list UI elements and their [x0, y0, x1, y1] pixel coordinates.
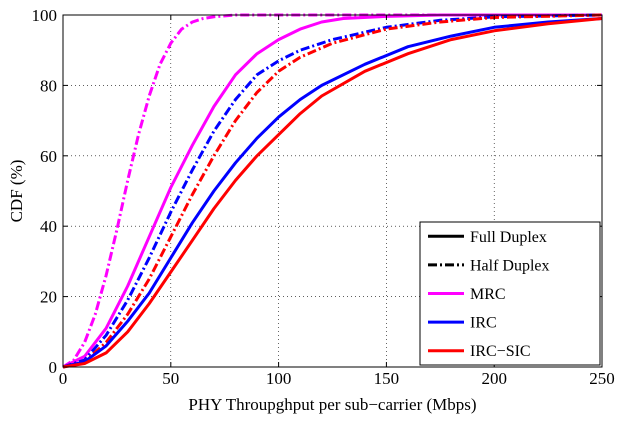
y-tick-label: 100	[32, 6, 58, 25]
series-line-irc-sic-hd	[62, 13, 603, 369]
y-axis-label: CDF (%)	[7, 160, 26, 223]
x-axis-label: PHY Throupghput per sub−carrier (Mbps)	[188, 395, 476, 414]
x-tick-label: 0	[59, 369, 68, 388]
series-line-irc-sic-fd	[62, 17, 603, 369]
y-tick-label: 60	[40, 147, 57, 166]
x-tick-label: 200	[481, 369, 507, 388]
tick-layer: 0 50 100 150 200 250 0 20 40 60 80 100	[32, 6, 615, 388]
legend-label: IRC	[470, 315, 497, 332]
plot-frame	[62, 14, 603, 368]
x-tick-label: 250	[589, 369, 615, 388]
series-line-irc-fd	[62, 17, 603, 369]
legend-label: Half Duplex	[470, 257, 550, 274]
series-line-irc-hd	[62, 13, 603, 369]
legend-label: MRC	[470, 286, 506, 303]
x-tick-label: 50	[162, 369, 179, 388]
series-line-mrc-fd	[62, 13, 602, 369]
legend-label: Full Duplex	[470, 229, 547, 246]
legend: Full Duplex Half Duplex MRC IRC IRC−SIC	[419, 221, 601, 366]
y-tick-label: 20	[40, 288, 57, 307]
x-tick-label: 100	[266, 369, 292, 388]
x-tick-label: 150	[374, 369, 400, 388]
y-tick-label: 0	[49, 358, 58, 377]
legend-label: IRC−SIC	[470, 343, 531, 360]
series-layer	[62, 13, 603, 369]
y-tick-label: 80	[40, 76, 57, 95]
y-tick-label: 40	[40, 217, 57, 236]
